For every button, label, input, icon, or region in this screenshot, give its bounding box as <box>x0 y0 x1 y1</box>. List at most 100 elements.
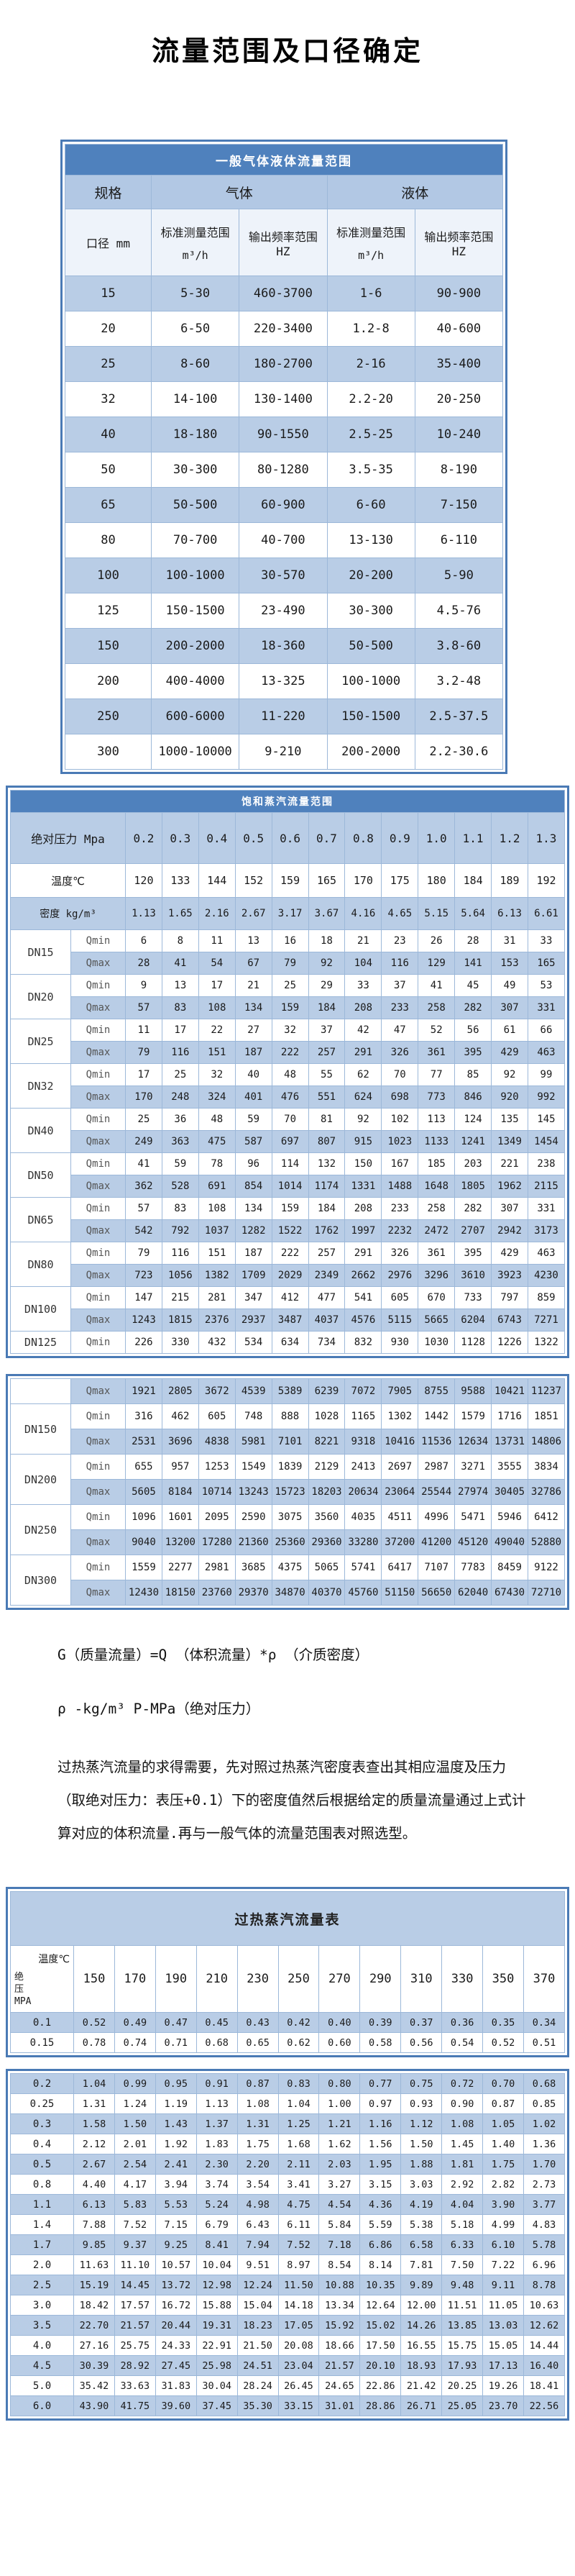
t3-value: 10.88 <box>318 2275 361 2296</box>
t3-value: 7.22 <box>482 2254 524 2276</box>
t1-value: 35-400 <box>414 346 504 382</box>
t2-value: 92 <box>308 952 346 975</box>
t2-value: 1096 <box>125 1504 162 1530</box>
t3-value: 6.11 <box>277 2214 320 2236</box>
t3-value: 1.70 <box>523 2154 566 2175</box>
t3-value: 0.87 <box>482 2093 524 2115</box>
t3-header: 过热蒸汽流量表 温度℃ 绝 压 MPA 150 170 190 210 230 250 27… <box>10 1891 566 2013</box>
t2-value: 3555 <box>491 1454 528 1480</box>
t2-value: 41 <box>161 952 199 975</box>
t1-value: 400-4000 <box>150 663 240 699</box>
t2-value: 4511 <box>381 1504 419 1530</box>
t3-temperature-value: 310 <box>400 1945 443 2013</box>
t1-value: 30-300 <box>150 452 240 488</box>
t3-value: 12.98 <box>196 2275 238 2296</box>
t2-value: 249 <box>125 1130 162 1153</box>
table-row: 125 150-1500 23-490 30-300 4.5-76 <box>65 593 504 629</box>
table-row: 2.0 11.63 11.10 10.57 10.04 9.51 8.97 8.54 8.14 7… <box>10 2254 566 2276</box>
t1-value: 10-240 <box>414 417 504 452</box>
t2-value: 215 <box>161 1286 199 1309</box>
t1-title: 一般气体液体流量范围 <box>65 144 503 176</box>
t3-value: 0.60 <box>318 2032 361 2054</box>
t2-pressure-row: 绝对压力 Mpa 0.2 0.3 0.4 0.5 0.6 0.7 0.8 0.9 1.0 1.1 1… <box>10 812 566 864</box>
t2-value: 48 <box>271 1063 309 1086</box>
t3-value: 1.16 <box>359 2113 402 2135</box>
t2-value: 475 <box>198 1130 236 1153</box>
t2-temperature-value: 152 <box>234 863 272 898</box>
t2-temperature-value: 175 <box>381 863 419 898</box>
t3-value: 6.43 <box>236 2214 279 2236</box>
t3-value: 3.15 <box>359 2174 402 2195</box>
table-row: DN200 Qmin 655 957 1253 1549 1839 2129 2413 2697 2… <box>10 1454 566 1505</box>
t2-value: 429 <box>491 1041 528 1064</box>
t3-value: 21.42 <box>400 2375 443 2397</box>
t3-pressure-label: 0.5 <box>10 2154 74 2175</box>
t3-value: 17.05 <box>277 2315 320 2336</box>
t2-density-value: 5.64 <box>454 897 492 930</box>
t2-value: 1331 <box>344 1175 382 1198</box>
t1-header-gas: 气体 <box>151 175 328 209</box>
t2-value: 723 <box>125 1264 162 1287</box>
t3-temperature-value: 370 <box>523 1945 566 2013</box>
t2-value: 9122 <box>527 1555 566 1580</box>
t3-value: 8.97 <box>277 2254 320 2276</box>
t3-value: 0.90 <box>441 2093 484 2115</box>
t3-value: 23.70 <box>482 2395 524 2417</box>
t3-value: 16.55 <box>400 2335 443 2357</box>
t3-value: 0.91 <box>196 2073 238 2095</box>
q-label: Qmax <box>70 1580 126 1606</box>
q-label: Qmin <box>70 1555 126 1580</box>
t2-value: 3834 <box>527 1454 566 1480</box>
t3-temperature-value: 150 <box>73 1945 115 2013</box>
t1-diameter-value: 300 <box>65 734 152 770</box>
t2-value: 1962 <box>491 1175 528 1198</box>
q-label: Qmax <box>70 1130 126 1153</box>
t2-value: 1522 <box>271 1219 309 1242</box>
t1-diameter-value: 40 <box>65 417 152 452</box>
t3-value: 1.25 <box>277 2113 320 2135</box>
t2-value: 116 <box>161 1242 199 1265</box>
t2-value: 11536 <box>418 1429 456 1455</box>
t3-value: 18.93 <box>400 2355 443 2377</box>
table-row: 20 6-50 220-3400 1.2-8 40-600 <box>65 311 504 347</box>
t1-value: 60-900 <box>239 487 328 523</box>
t2-value: 23 <box>381 929 419 952</box>
t3-value: 1.50 <box>114 2113 156 2135</box>
t2-value: 184 <box>308 1197 346 1220</box>
t2-value: 226 <box>125 1331 162 1354</box>
t3-value: 0.75 <box>400 2073 443 2095</box>
t1-diameter-value: 25 <box>65 346 152 382</box>
t1-value: 50-500 <box>326 628 415 664</box>
t3-temperature-value: 270 <box>318 1945 361 2013</box>
superheated-steam-grid-2: 0.2 1.04 0.99 0.95 0.91 0.87 0.83 0.80 0.77 0.75 0… <box>10 2073 566 2417</box>
t2-value: 1243 <box>125 1309 162 1332</box>
t2-header: 饱和蒸汽流量范围 绝对压力 Mpa 0.2 0.3 0.4 0.5 0.6 0.7 0.8 0… <box>10 790 566 930</box>
t3-value: 41.75 <box>114 2395 156 2417</box>
t2-value: 48 <box>198 1108 236 1131</box>
t3-value: 18.41 <box>523 2375 566 2397</box>
t2-value: 62 <box>344 1063 382 1086</box>
t3-pressure-label: 2.5 <box>10 2275 74 2296</box>
table-row: 1.4 7.88 7.52 7.15 6.79 6.43 6.11 5.84 5.59 5.38 5… <box>10 2214 566 2236</box>
t2-value: 21360 <box>234 1529 272 1555</box>
q-label: Qmin <box>70 1242 126 1265</box>
t2-value: 281 <box>198 1286 236 1309</box>
t3-value: 35.42 <box>73 2375 115 2397</box>
t3-value: 0.78 <box>73 2032 115 2054</box>
t2-value: 477 <box>308 1286 346 1309</box>
t2-density-row: 密度 kg/m³ 1.13 1.65 2.16 2.67 3.17 3.67 4.16 4.6… <box>10 897 566 930</box>
t3-corner-temperature-label: 温度℃ <box>38 1954 70 1966</box>
t2-value: 347 <box>234 1286 272 1309</box>
t3-value: 9.11 <box>482 2275 524 2296</box>
t2-value: 208 <box>344 1197 382 1220</box>
t1-diameter-value: 32 <box>65 381 152 417</box>
t2-pressure-value: 1.3 <box>527 812 566 864</box>
t3-pressure-label: 4.0 <box>10 2335 74 2357</box>
t3-value: 12.62 <box>523 2315 566 2336</box>
t3-value: 0.71 <box>155 2032 197 2054</box>
t1-diameter-value: 15 <box>65 276 152 311</box>
t2-value: 541 <box>344 1286 382 1309</box>
q-label: Qmax <box>70 996 126 1019</box>
t2-value: 33 <box>344 974 382 997</box>
mass-flow-formula: G（质量流量）=Q （体积流量）*ρ （介质密度） <box>58 1647 369 1663</box>
